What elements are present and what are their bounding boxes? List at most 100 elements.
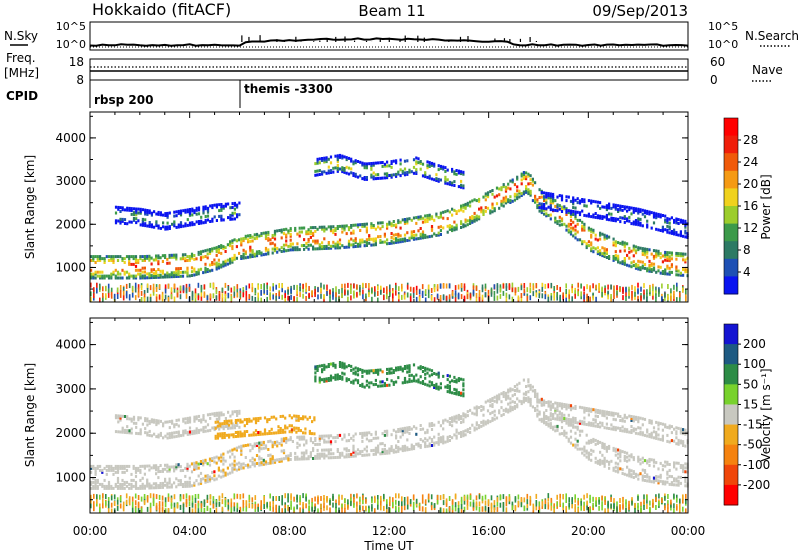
heatmap-cell (314, 443, 317, 446)
power-y-label: Slant Range [km] (23, 155, 37, 259)
heatmap-cell (327, 169, 330, 173)
heatmap-cell (112, 259, 115, 262)
heatmap-cell (462, 412, 465, 416)
heatmap-cell (684, 480, 687, 484)
heatmap-cell (596, 204, 599, 208)
heatmap-cell (130, 431, 133, 435)
heatmap-cell (594, 200, 597, 204)
heatmap-cell (213, 215, 216, 219)
heatmap-cell (613, 289, 615, 295)
heatmap-cell (658, 288, 660, 294)
heatmap-cell (397, 430, 400, 433)
heatmap-cell (520, 182, 523, 186)
heatmap-cell (399, 427, 402, 431)
heatmap-cell (655, 255, 658, 259)
heatmap-cell (549, 424, 552, 428)
heatmap-cell (132, 217, 136, 220)
heatmap-cell (534, 181, 537, 185)
heatmap-cell (233, 255, 236, 259)
heatmap-cell (323, 454, 326, 458)
heatmap-cell (419, 232, 422, 236)
heatmap-cell (525, 188, 528, 192)
heatmap-cell (202, 255, 205, 259)
heatmap-cell (583, 204, 586, 208)
heatmap-cell (572, 226, 575, 230)
heatmap-cell (509, 401, 512, 405)
heatmap-cell (379, 221, 382, 225)
heatmap-cell (184, 431, 187, 435)
heatmap-cell (103, 478, 106, 482)
heatmap-cell (374, 237, 377, 241)
heatmap-cell (123, 272, 126, 276)
heatmap-cell (224, 425, 227, 428)
heatmap-cell (92, 464, 95, 468)
heatmap-cell (285, 227, 288, 231)
heatmap-cell (94, 480, 97, 484)
heatmap-cell (363, 447, 366, 451)
heatmap-cell (473, 211, 476, 215)
heatmap-cell (327, 157, 330, 161)
heatmap-cell (213, 258, 216, 262)
heatmap-cell (130, 417, 133, 421)
heatmap-cell (134, 287, 137, 293)
heatmap-cell (652, 213, 656, 217)
heatmap-cell (284, 293, 286, 298)
heatmap-cell (558, 223, 561, 227)
heatmap-cell (495, 398, 499, 402)
heatmap-cell (377, 384, 380, 388)
heatmap-cell (361, 433, 364, 437)
heatmap-cell (605, 445, 608, 449)
heatmap-cell (112, 272, 115, 276)
heatmap-cell (267, 462, 270, 465)
heatmap-cell (352, 438, 355, 442)
heatmap-cell (92, 276, 95, 280)
heatmap-cell (190, 274, 194, 277)
heatmap-cell (262, 458, 265, 462)
heatmap-cell (412, 445, 416, 449)
heatmap-cell (99, 468, 102, 472)
heatmap-cell (148, 224, 151, 228)
heatmap-cell (379, 368, 382, 372)
heatmap-cell (614, 219, 617, 223)
heatmap-cell (419, 167, 422, 171)
heatmap-cell (386, 164, 389, 168)
heatmap-cell (275, 431, 278, 435)
heatmap-cell (460, 172, 463, 176)
heatmap-cell (188, 223, 192, 227)
heatmap-cell (403, 367, 407, 370)
heatmap-cell (350, 295, 352, 301)
heatmap-cell (90, 274, 93, 278)
heatmap-cell (215, 219, 218, 222)
heatmap-cell (293, 428, 296, 432)
heatmap-cell (173, 255, 176, 259)
heatmap-cell (368, 241, 371, 245)
heatmap-cell (410, 232, 413, 236)
heatmap-cell (222, 218, 225, 222)
heatmap-cell (419, 227, 422, 230)
heatmap-cell (592, 422, 595, 426)
heatmap-cell (352, 448, 355, 452)
heatmap-cell (522, 398, 525, 402)
heatmap-cell (323, 237, 326, 241)
heatmap-cell (213, 456, 216, 460)
heatmap-cell (161, 294, 164, 300)
heatmap-cell (574, 425, 577, 429)
heatmap-cell (623, 450, 626, 454)
heatmap-cell (229, 217, 232, 221)
heatmap-cell (386, 286, 388, 292)
heatmap-cell (318, 173, 321, 176)
heatmap-cell (428, 163, 431, 167)
heatmap-cell (323, 294, 325, 300)
heatmap-cell (623, 257, 626, 260)
heatmap-cell (162, 213, 165, 217)
heatmap-cell (626, 205, 629, 209)
heatmap-cell (684, 231, 687, 235)
heatmap-cell (650, 211, 653, 215)
heatmap-cell (247, 238, 250, 242)
heatmap-cell (287, 295, 289, 301)
heatmap-cell (334, 373, 337, 377)
heatmap-cell (421, 380, 425, 383)
heatmap-cell (576, 447, 579, 451)
heatmap-cell (262, 253, 265, 257)
heatmap-cell (544, 283, 547, 289)
